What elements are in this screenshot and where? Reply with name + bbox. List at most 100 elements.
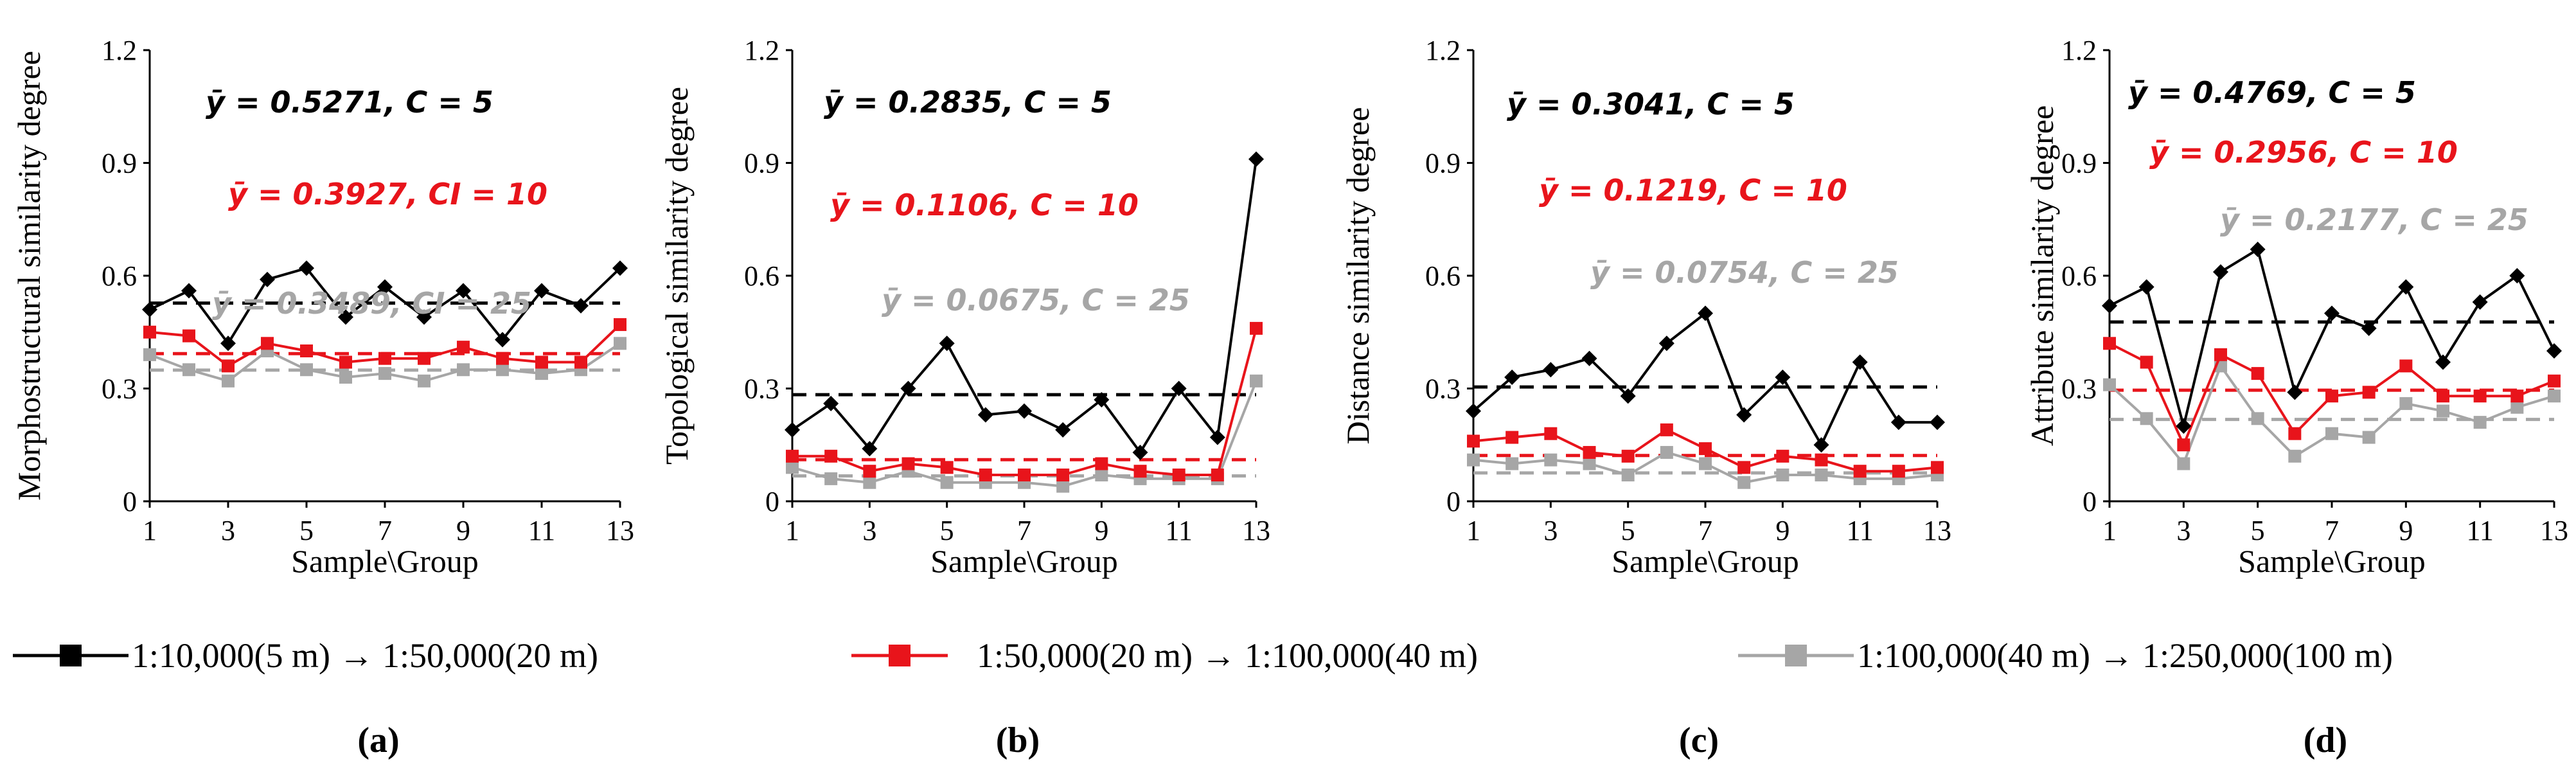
data-point-series-3 bbox=[786, 461, 799, 474]
mean-annotation-3: ȳ = 0.0675, C = 25 bbox=[882, 283, 1190, 317]
data-point-series-2 bbox=[1544, 427, 1558, 440]
legend-label: 1:50,000(20 m) → 1:100,000(40 m) bbox=[977, 636, 1478, 675]
data-point-series-2 bbox=[1250, 321, 1263, 335]
y-tick-label: 0.3 bbox=[744, 373, 779, 405]
data-point-series-1 bbox=[823, 395, 839, 411]
legend-item-2: 1:50,000(20 m) → 1:100,000(40 m) bbox=[851, 636, 1478, 675]
data-point-series-3 bbox=[496, 363, 509, 377]
legend: 1:10,000(5 m) → 1:50,000(20 m) 1:50,000(2… bbox=[13, 636, 2393, 675]
panel-label: (b) bbox=[996, 720, 1040, 760]
y-tick-label: 0 bbox=[765, 486, 779, 517]
data-point-series-1 bbox=[2287, 384, 2303, 400]
x-tick-label: 11 bbox=[1165, 515, 1192, 546]
data-point-series-2 bbox=[1095, 457, 1108, 470]
data-point-series-1 bbox=[2324, 305, 2340, 321]
data-point-series-3 bbox=[2437, 404, 2449, 418]
x-tick-label: 9 bbox=[2399, 515, 2413, 546]
x-tick-label: 7 bbox=[378, 515, 392, 546]
legend-marker bbox=[1785, 645, 1807, 666]
data-point-series-1 bbox=[1132, 444, 1148, 460]
data-point-series-2 bbox=[1583, 445, 1596, 459]
data-point-series-3 bbox=[1056, 479, 1070, 493]
data-point-series-2 bbox=[378, 352, 391, 365]
data-point-series-3 bbox=[824, 472, 838, 485]
y-axis-title: Topological similarity degree bbox=[659, 87, 695, 465]
y-tick-label: 0.9 bbox=[1425, 148, 1461, 179]
data-point-series-2 bbox=[1506, 431, 1519, 444]
chart-panel-a: 00.30.60.91.21 3 5 7 9 11 13Sample\GroupMorpho… bbox=[11, 35, 634, 760]
data-point-series-1 bbox=[456, 283, 471, 299]
x-tick-label: 9 bbox=[1775, 515, 1790, 546]
data-point-series-1 bbox=[2546, 343, 2562, 359]
data-point-series-1 bbox=[1698, 305, 1713, 321]
y-tick-label: 1.2 bbox=[744, 35, 779, 66]
data-point-series-1 bbox=[2435, 354, 2451, 370]
x-tick-label: 11 bbox=[2466, 515, 2493, 546]
x-tick-label: 13 bbox=[1923, 515, 1951, 546]
chart-panel-d: 00.30.60.91.21 3 5 7 9 11 13Sample\GroupAttrib… bbox=[2024, 35, 2568, 760]
data-point-series-3 bbox=[1583, 457, 1596, 470]
data-point-series-3 bbox=[2251, 412, 2264, 425]
data-point-series-1 bbox=[1248, 151, 1264, 167]
data-point-series-3 bbox=[2510, 400, 2524, 414]
data-point-series-1 bbox=[2361, 320, 2377, 336]
mean-annotation-2: ȳ = 0.1219, C = 10 bbox=[1539, 173, 1847, 208]
y-tick-label: 0 bbox=[123, 486, 137, 517]
data-point-series-3 bbox=[1737, 476, 1751, 489]
y-tick-label: 0 bbox=[1446, 486, 1461, 517]
mean-annotation-3: ȳ = 0.0754, C = 25 bbox=[1590, 255, 1899, 290]
data-point-series-2 bbox=[863, 465, 876, 478]
data-point-series-2 bbox=[2103, 337, 2116, 350]
x-tick-label: 13 bbox=[606, 515, 634, 546]
data-point-series-3 bbox=[339, 370, 352, 384]
data-point-series-1 bbox=[534, 283, 549, 299]
data-point-series-3 bbox=[535, 367, 548, 380]
data-point-series-2 bbox=[1172, 469, 1186, 482]
x-tick-label: 1 bbox=[143, 515, 157, 546]
data-point-series-2 bbox=[1931, 461, 1944, 474]
x-axis-title: Sample\Group bbox=[930, 543, 1118, 579]
data-point-series-3 bbox=[1660, 445, 1673, 459]
data-point-series-3 bbox=[182, 363, 195, 377]
mean-annotation-2: ȳ = 0.3927, CI = 10 bbox=[228, 177, 547, 211]
data-point-series-3 bbox=[1095, 469, 1108, 482]
data-point-series-2 bbox=[143, 325, 156, 339]
data-point-series-2 bbox=[786, 449, 799, 463]
legend-label: 1:100,000(40 m) → 1:250,000(100 m) bbox=[1857, 636, 2393, 675]
x-tick-label: 9 bbox=[1094, 515, 1108, 546]
y-tick-label: 0.6 bbox=[1425, 260, 1461, 292]
data-point-series-2 bbox=[535, 355, 548, 369]
data-point-series-1 bbox=[1813, 437, 1829, 453]
data-point-series-2 bbox=[222, 359, 235, 373]
data-point-series-2 bbox=[1621, 449, 1635, 463]
x-tick-label: 5 bbox=[2251, 515, 2265, 546]
data-point-series-1 bbox=[142, 301, 157, 317]
x-tick-label: 5 bbox=[940, 515, 954, 546]
data-point-series-2 bbox=[300, 344, 313, 357]
y-tick-label: 0 bbox=[2083, 486, 2097, 517]
data-point-series-2 bbox=[2251, 367, 2264, 380]
x-tick-label: 5 bbox=[1621, 515, 1635, 546]
data-point-series-2 bbox=[1056, 469, 1070, 482]
data-point-series-3 bbox=[378, 367, 391, 380]
legend-label: 1:10,000(5 m) → 1:50,000(20 m) bbox=[132, 636, 598, 675]
mean-annotation-2: ȳ = 0.1106, C = 10 bbox=[830, 188, 1139, 222]
data-point-series-2 bbox=[1133, 465, 1147, 478]
data-point-series-1 bbox=[416, 309, 432, 325]
data-point-series-2 bbox=[2437, 389, 2449, 403]
data-point-series-2 bbox=[940, 461, 954, 474]
data-point-series-2 bbox=[574, 355, 587, 369]
data-point-series-2 bbox=[1776, 449, 1790, 463]
data-point-series-3 bbox=[418, 374, 431, 388]
x-axis-title: Sample\Group bbox=[291, 543, 479, 579]
data-point-series-1 bbox=[299, 260, 314, 276]
x-axis-title: Sample\Group bbox=[1612, 543, 1799, 579]
panel-label: (c) bbox=[1679, 720, 1719, 760]
data-point-series-1 bbox=[1581, 350, 1597, 366]
data-point-series-3 bbox=[1815, 469, 1828, 482]
series-line-1 bbox=[1472, 311, 1937, 448]
data-point-series-3 bbox=[1699, 457, 1712, 470]
x-tick-label: 7 bbox=[1017, 515, 1031, 546]
data-point-series-2 bbox=[2288, 427, 2302, 440]
data-point-series-1 bbox=[573, 298, 589, 314]
